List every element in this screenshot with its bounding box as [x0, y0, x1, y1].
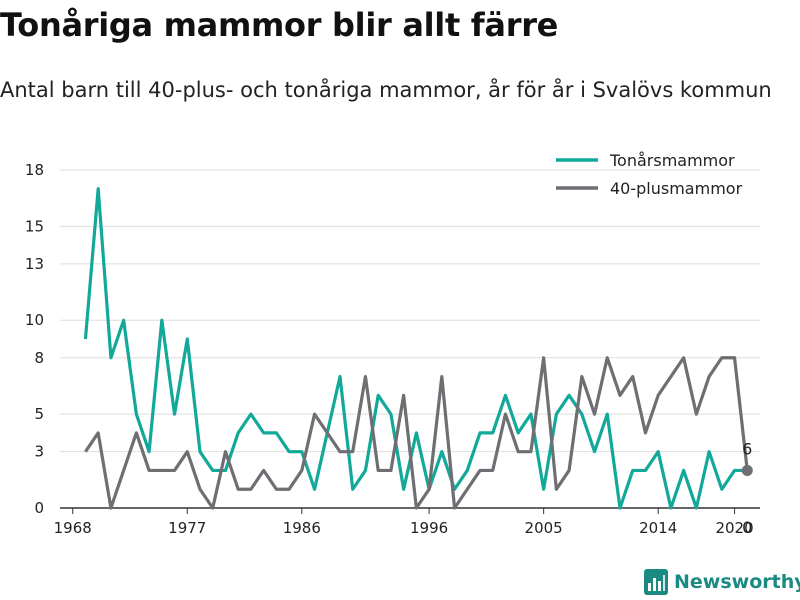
- series-line-plus40: [84, 356, 749, 510]
- end-label-plus40: 6: [742, 439, 752, 458]
- legend-label: Tonårsmammor: [609, 151, 735, 170]
- x-tick-label: 1977: [168, 519, 206, 537]
- chart-subtitle: Antal barn till 40-plus- och tonåriga ma…: [0, 78, 772, 102]
- series-line-teen: [83, 187, 748, 510]
- y-tick-label: 8: [34, 349, 44, 367]
- y-tick-label: 15: [25, 217, 44, 235]
- legend: Tonårsmammor 40-plusmammor: [556, 151, 743, 198]
- end-labels: 60: [741, 439, 753, 537]
- y-tick-label: 13: [25, 255, 44, 273]
- y-tick-label: 5: [34, 405, 44, 423]
- logo-text: Newsworthy: [674, 571, 800, 593]
- x-tick-label: 1996: [410, 519, 448, 537]
- y-axis-ticks: 0 3 5 8 10 13 15 18: [25, 161, 44, 517]
- x-tick-label: 2005: [525, 519, 563, 537]
- x-axis-ticks: 1968 1977 1986 1996 2005 2014 2020: [54, 508, 754, 537]
- y-tick-label: 3: [34, 443, 44, 461]
- y-tick-label: 18: [25, 161, 44, 179]
- series-lines: [83, 187, 749, 510]
- end-point-marker: [741, 464, 753, 476]
- x-tick-label: 1968: [54, 519, 92, 537]
- x-tick-label: 2014: [639, 519, 677, 537]
- legend-label: 40-plusmammor: [610, 179, 743, 198]
- end-label-teen: 0: [742, 518, 752, 537]
- y-tick-label: 0: [34, 499, 44, 517]
- y-tick-label: 10: [25, 311, 44, 329]
- gridlines: [60, 169, 760, 509]
- newsworthy-logo: Newsworthy: [644, 569, 800, 595]
- x-tick-label: 1986: [283, 519, 321, 537]
- bar-chart-icon: [644, 569, 668, 595]
- chart-title: Tonåriga mammor blir allt färre: [0, 6, 559, 44]
- x-tick-label: 2020: [715, 519, 753, 537]
